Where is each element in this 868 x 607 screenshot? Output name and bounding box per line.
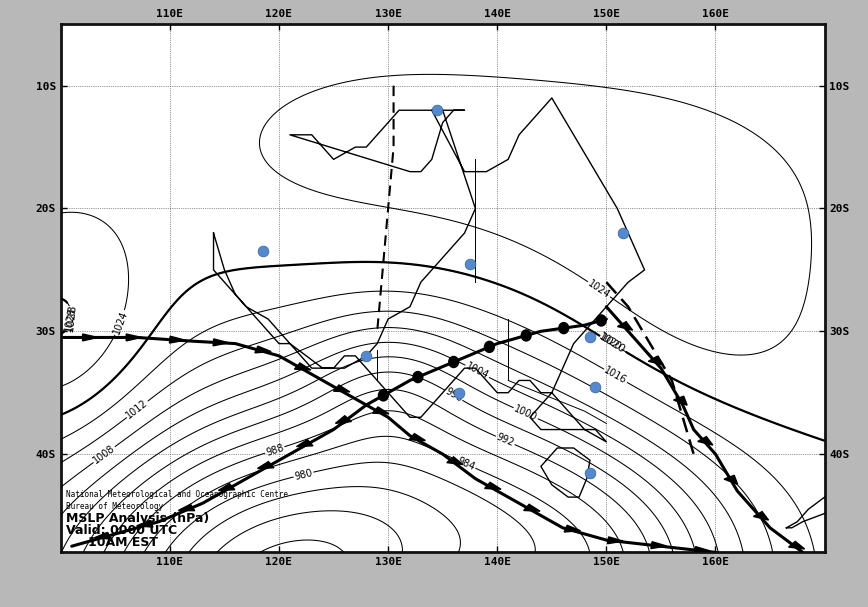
Text: 1024: 1024 — [586, 278, 612, 300]
Point — [452, 388, 466, 398]
Polygon shape — [258, 461, 274, 469]
Text: 980: 980 — [293, 467, 313, 481]
Polygon shape — [95, 532, 110, 539]
Circle shape — [449, 356, 458, 367]
Polygon shape — [651, 541, 667, 549]
Text: 1028: 1028 — [63, 306, 78, 332]
Polygon shape — [335, 416, 352, 424]
Point — [463, 259, 477, 269]
Text: National Meteorological and Oceanographic Centre: National Meteorological and Oceanographi… — [66, 490, 288, 499]
Circle shape — [559, 322, 569, 334]
Polygon shape — [753, 512, 768, 520]
Point — [615, 228, 629, 238]
Circle shape — [413, 371, 423, 382]
Text: 10AM EST: 10AM EST — [88, 536, 158, 549]
Text: 1000: 1000 — [512, 404, 539, 423]
Text: 1020: 1020 — [598, 333, 628, 356]
Polygon shape — [294, 363, 311, 370]
Polygon shape — [333, 385, 350, 392]
Circle shape — [596, 315, 606, 326]
Text: Bureau of Meteorology: Bureau of Meteorology — [66, 503, 163, 511]
Polygon shape — [126, 334, 141, 341]
Circle shape — [522, 330, 531, 341]
Text: 1008: 1008 — [91, 443, 117, 466]
Point — [431, 106, 444, 115]
Polygon shape — [788, 541, 805, 549]
Polygon shape — [608, 537, 623, 544]
Point — [583, 467, 597, 477]
Point — [583, 333, 597, 342]
Polygon shape — [297, 439, 313, 447]
Polygon shape — [617, 322, 633, 330]
Circle shape — [378, 390, 388, 401]
Text: 996: 996 — [443, 386, 464, 404]
Polygon shape — [484, 483, 501, 489]
Polygon shape — [82, 334, 98, 341]
Polygon shape — [409, 433, 425, 441]
Text: 984: 984 — [456, 456, 477, 472]
Text: Valid: 0000 UTC: Valid: 0000 UTC — [66, 524, 177, 537]
Text: 1016: 1016 — [602, 365, 628, 386]
Polygon shape — [219, 484, 235, 490]
Text: 988: 988 — [265, 443, 285, 458]
Circle shape — [484, 341, 494, 353]
Text: 1012: 1012 — [124, 398, 150, 421]
Point — [359, 351, 373, 361]
Text: MSLP Analysis (hPa): MSLP Analysis (hPa) — [66, 512, 209, 524]
Polygon shape — [694, 547, 710, 554]
Polygon shape — [178, 504, 194, 510]
Polygon shape — [214, 339, 228, 346]
Polygon shape — [169, 336, 185, 343]
Polygon shape — [648, 356, 663, 365]
Text: 992: 992 — [495, 432, 516, 449]
Polygon shape — [674, 396, 687, 405]
Polygon shape — [724, 475, 738, 484]
Polygon shape — [447, 457, 463, 464]
Polygon shape — [523, 504, 540, 511]
Polygon shape — [255, 346, 271, 353]
Text: 1024: 1024 — [111, 310, 129, 336]
Polygon shape — [698, 436, 713, 445]
Polygon shape — [136, 520, 153, 527]
Text: 1020: 1020 — [597, 331, 623, 353]
Text: 1028: 1028 — [64, 303, 77, 332]
Polygon shape — [564, 525, 581, 532]
Point — [256, 246, 270, 256]
Text: 1004: 1004 — [464, 361, 490, 381]
Polygon shape — [372, 407, 389, 414]
Point — [589, 382, 602, 392]
